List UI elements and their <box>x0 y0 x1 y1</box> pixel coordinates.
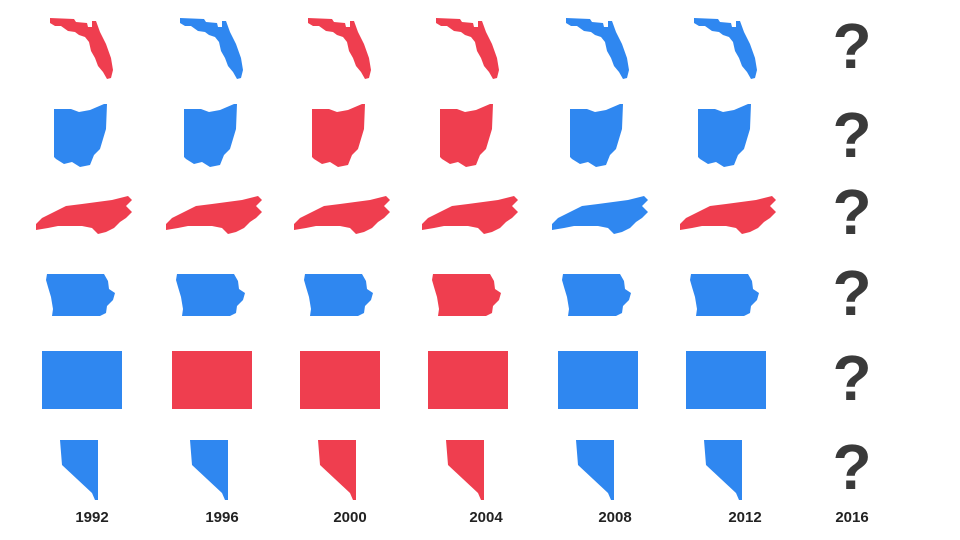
year-label-2016: 2016 <box>835 509 869 526</box>
iowa-icon-2008 <box>562 274 631 316</box>
colorado-icon-2000 <box>300 351 380 409</box>
florida-icon-2004 <box>436 18 499 79</box>
year-label-2004: 2004 <box>469 509 503 526</box>
question-mark-icon: ? <box>832 10 872 82</box>
iowa-icon-1996 <box>176 274 245 316</box>
colorado-icon-2012 <box>686 351 766 409</box>
question-mark-icon: ? <box>832 176 872 248</box>
ohio-icon-2008 <box>570 104 623 167</box>
nevada-icon-2004 <box>446 440 484 500</box>
north-carolina-icon-2000 <box>294 196 390 234</box>
north-carolina-icon-2008 <box>552 196 648 234</box>
year-label-2008: 2008 <box>598 509 632 526</box>
north-carolina-icon-1996 <box>166 196 262 234</box>
nevada-icon-2012 <box>704 440 742 500</box>
florida-icon-1996 <box>180 18 243 79</box>
florida-icon-2008 <box>566 18 629 79</box>
iowa-icon-2012 <box>690 274 759 316</box>
question-mark-icon: ? <box>832 342 872 414</box>
year-label-1996: 1996 <box>205 509 239 526</box>
nevada-icon-2008 <box>576 440 614 500</box>
iowa-icon-2004 <box>432 274 501 316</box>
nevada-icon-2000 <box>318 440 356 500</box>
ohio-icon-1992 <box>54 104 107 167</box>
ohio-icon-1996 <box>184 104 237 167</box>
colorado-icon-2008 <box>558 351 638 409</box>
ohio-icon-2000 <box>312 104 365 167</box>
year-label-1992: 1992 <box>75 509 109 526</box>
colorado-icon-2004 <box>428 351 508 409</box>
north-carolina-icon-2004 <box>422 196 518 234</box>
iowa-icon-1992 <box>46 274 115 316</box>
ohio-icon-2004 <box>440 104 493 167</box>
ohio-icon-2012 <box>698 104 751 167</box>
iowa-icon-2000 <box>304 274 373 316</box>
north-carolina-icon-1992 <box>36 196 132 234</box>
year-label-2012: 2012 <box>728 509 762 526</box>
question-mark-icon: ? <box>832 431 872 503</box>
year-label-2000: 2000 <box>333 509 367 526</box>
nevada-icon-1996 <box>190 440 228 500</box>
north-carolina-icon-2012 <box>680 196 776 234</box>
colorado-icon-1996 <box>172 351 252 409</box>
florida-icon-2000 <box>308 18 371 79</box>
question-mark-icon: ? <box>832 257 872 329</box>
nevada-icon-1992 <box>60 440 98 500</box>
colorado-icon-1992 <box>42 351 122 409</box>
question-mark-icon: ? <box>832 99 872 171</box>
florida-icon-1992 <box>50 18 113 79</box>
florida-icon-2012 <box>694 18 757 79</box>
